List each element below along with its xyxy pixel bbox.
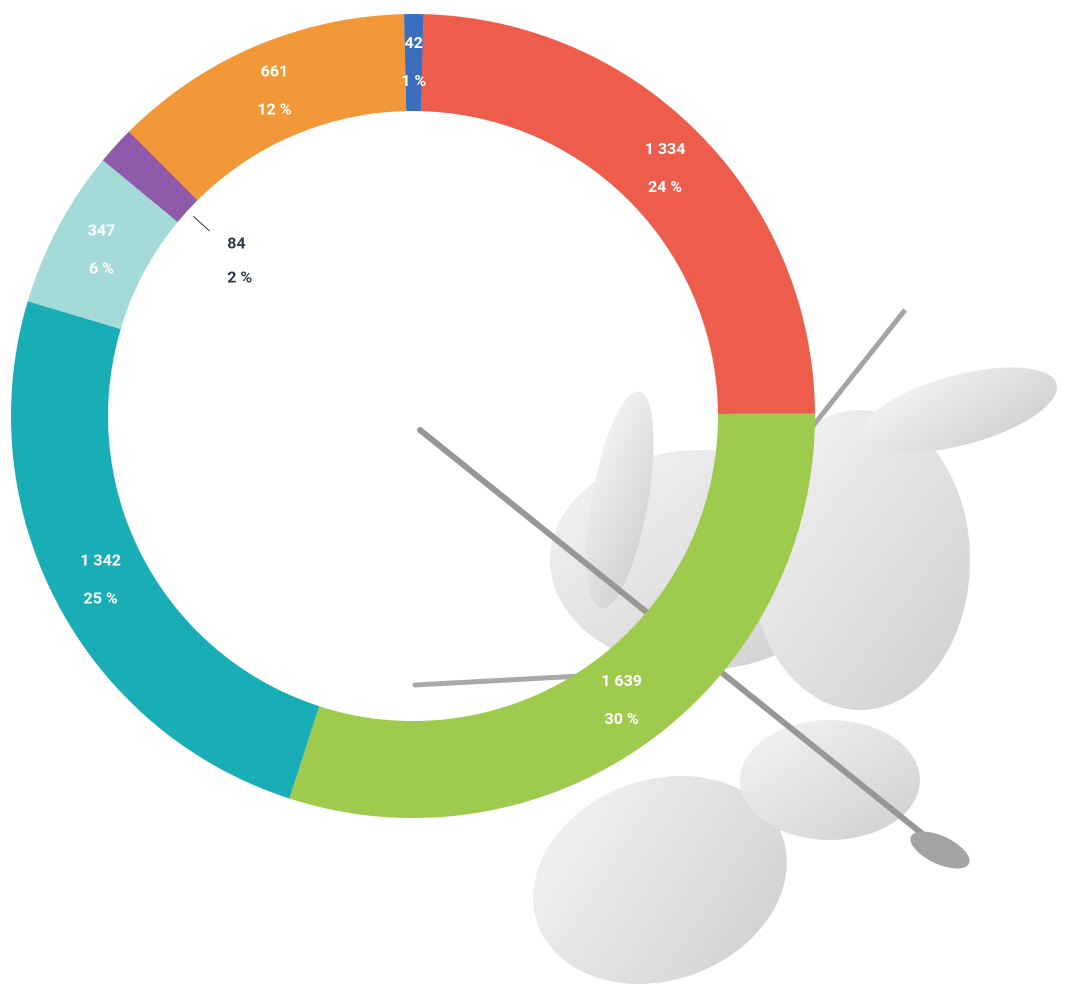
value-label: 347 (88, 220, 116, 239)
percent-label: 6 % (89, 258, 114, 277)
donut-segment (404, 14, 424, 112)
donut-segment (27, 160, 178, 329)
donut-segment (420, 14, 815, 415)
donut-segment (11, 301, 320, 799)
value-label: 1 334 (645, 139, 686, 158)
percent-label: 30 % (605, 709, 639, 728)
value-label: 1 639 (601, 671, 642, 690)
value-label: 1 342 (80, 551, 121, 570)
donut-segment (102, 131, 198, 222)
leader-line (192, 215, 210, 232)
percent-label: 12 % (257, 100, 291, 119)
value-label: 84 (227, 234, 245, 253)
value-label: 42 (405, 33, 423, 52)
percent-label: 2 % (227, 268, 252, 287)
percent-label: 25 % (84, 589, 118, 608)
percent-label: 1 % (401, 71, 426, 90)
donut-segment (289, 413, 815, 818)
percent-label: 24 % (648, 177, 682, 196)
value-label: 661 (261, 62, 289, 81)
donut-segment (129, 14, 407, 201)
